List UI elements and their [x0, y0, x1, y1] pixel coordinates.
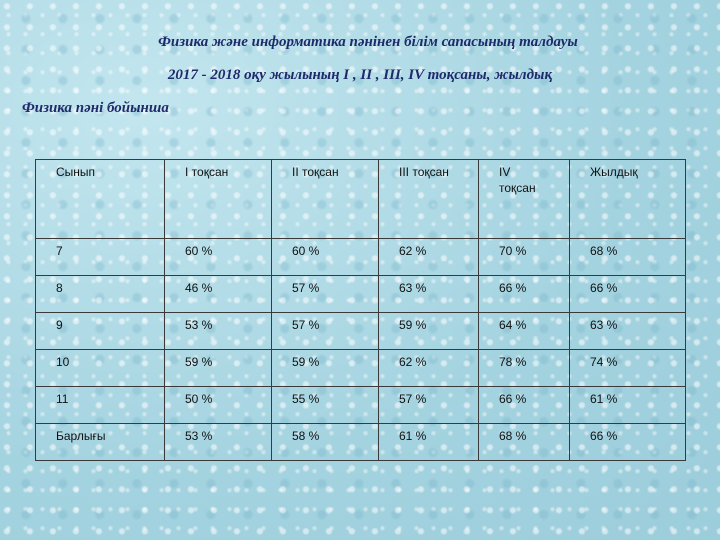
cell-q1: 59 % [164, 349, 272, 387]
cell-year: 66 % [569, 423, 686, 461]
cell-q4: 66 % [478, 275, 570, 313]
header-q3: III тоқсан [378, 159, 479, 239]
cell-class: 11 [35, 386, 165, 424]
cell-q4: 78 % [478, 349, 570, 387]
cell-year: 61 % [569, 386, 686, 424]
table-header-row: Сынып I тоқсан II тоқсан III тоқсан IV т… [35, 159, 686, 239]
cell-q2: 60 % [271, 238, 379, 276]
cell-q2: 58 % [271, 423, 379, 461]
cell-year: 63 % [569, 312, 686, 350]
cell-q2: 55 % [271, 386, 379, 424]
cell-class: Барлығы [35, 423, 165, 461]
cell-class: 9 [35, 312, 165, 350]
cell-year: 66 % [569, 275, 686, 313]
cell-q3: 63 % [378, 275, 479, 313]
cell-q3: 59 % [378, 312, 479, 350]
table-row: 8 46 % 57 % 63 % 66 % 66 % [35, 275, 686, 313]
section-heading: Физика пәні бойынша [22, 100, 169, 116]
header-year: Жылдық [569, 159, 686, 239]
cell-year: 68 % [569, 238, 686, 276]
cell-q4: 70 % [478, 238, 570, 276]
cell-q3: 62 % [378, 349, 479, 387]
page-title: Физика және информатика пәнінен білім са… [158, 34, 578, 50]
header-q1: I тоқсан [164, 159, 272, 239]
cell-q1: 53 % [164, 423, 272, 461]
table-row: 9 53 % 57 % 59 % 64 % 63 % [35, 312, 686, 350]
cell-q1: 53 % [164, 312, 272, 350]
cell-q1: 60 % [164, 238, 272, 276]
cell-q2: 57 % [271, 275, 379, 313]
page-subtitle-period: 2017 - 2018 оқу жылының I , II , III, IV… [167, 67, 553, 83]
table-row-total: Барлығы 53 % 58 % 61 % 68 % 66 % [35, 423, 686, 461]
table-row: 10 59 % 59 % 62 % 78 % 74 % [35, 349, 686, 387]
cell-q4: 68 % [478, 423, 570, 461]
cell-class: 10 [35, 349, 165, 387]
cell-q4: 66 % [478, 386, 570, 424]
header-class: Сынып [35, 159, 165, 239]
header-q2: II тоқсан [271, 159, 379, 239]
table-row: 11 50 % 55 % 57 % 66 % 61 % [35, 386, 686, 424]
cell-q2: 57 % [271, 312, 379, 350]
table-row: 7 60 % 60 % 62 % 70 % 68 % [35, 238, 686, 276]
cell-q1: 50 % [164, 386, 272, 424]
cell-q4: 64 % [478, 312, 570, 350]
results-table: Сынып I тоқсан II тоқсан III тоқсан IV т… [35, 159, 686, 461]
cell-class: 7 [35, 238, 165, 276]
cell-year: 74 % [569, 349, 686, 387]
cell-q3: 61 % [378, 423, 479, 461]
cell-q3: 57 % [378, 386, 479, 424]
cell-q3: 62 % [378, 238, 479, 276]
cell-q2: 59 % [271, 349, 379, 387]
header-q4: IV тоқсан [478, 159, 570, 239]
cell-class: 8 [35, 275, 165, 313]
cell-q1: 46 % [164, 275, 272, 313]
